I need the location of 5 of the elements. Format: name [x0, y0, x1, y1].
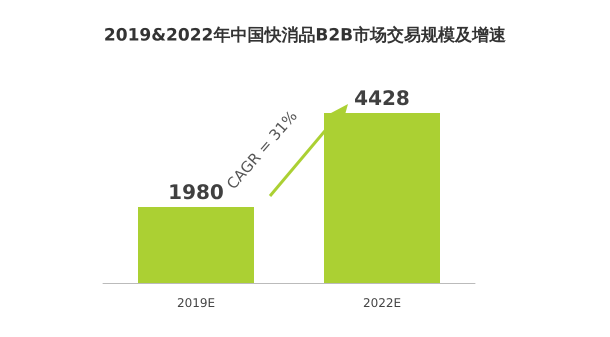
chart-title: 2019&2022年中国快消品B2B市场交易规模及增速 — [104, 26, 506, 46]
x-tick-label: 2019E — [176, 296, 216, 310]
x-tick-label: 2022E — [362, 296, 402, 310]
data-label: 1980 — [168, 180, 224, 204]
data-label: 4428 — [354, 86, 410, 110]
